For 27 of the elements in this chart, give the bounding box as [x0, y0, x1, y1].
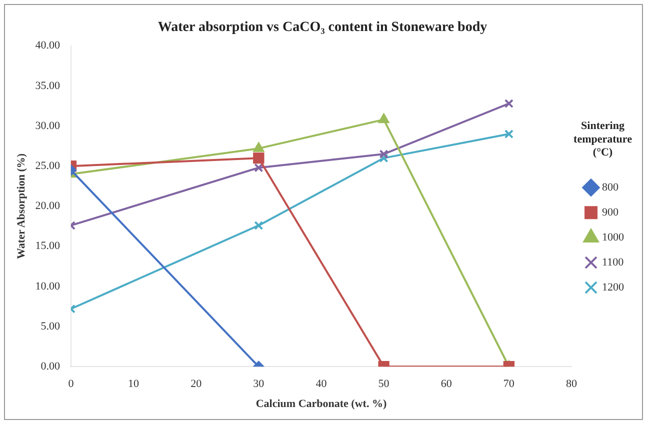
legend-label: 800	[602, 181, 619, 194]
y-tick-label: 30.00	[35, 120, 60, 132]
y-tick-label: 5.00	[40, 320, 60, 332]
legend-label: 900	[602, 206, 619, 218]
chart-title: Water absorption vs CaCO₃ content in Stoneware body	[158, 20, 488, 36]
x-axis-title: Calcium Carbonate (wt. %)	[256, 398, 387, 410]
x-tick-label: 80	[566, 378, 578, 390]
x-tick-label: 40	[316, 378, 328, 390]
x-tick-label: 20	[190, 378, 202, 390]
legend-title: Sintering temperature (°C)	[574, 120, 632, 159]
y-tick-label: 0.00	[40, 360, 60, 372]
y-axis-title: Water Absorption (%)	[15, 153, 28, 259]
legend-label: 1100	[602, 256, 624, 268]
x-tick-label: 0	[68, 378, 74, 390]
x-tick-label: 10	[128, 378, 140, 390]
legend-label: 1200	[602, 281, 624, 294]
x-tick-label: 70	[503, 378, 515, 390]
legend-label: 1000	[602, 231, 624, 244]
y-tick-label: 15.00	[35, 240, 60, 252]
y-tick-label: 35.00	[35, 80, 60, 92]
x-tick-label: 60	[440, 378, 452, 390]
x-tick-label: 50	[378, 378, 390, 390]
y-tick-label: 25.00	[35, 160, 60, 172]
y-tick-label: 40.00	[35, 40, 60, 52]
x-tick-label: 30	[253, 378, 265, 390]
y-tick-label: 10.00	[35, 280, 60, 292]
y-tick-label: 20.00	[35, 200, 60, 212]
